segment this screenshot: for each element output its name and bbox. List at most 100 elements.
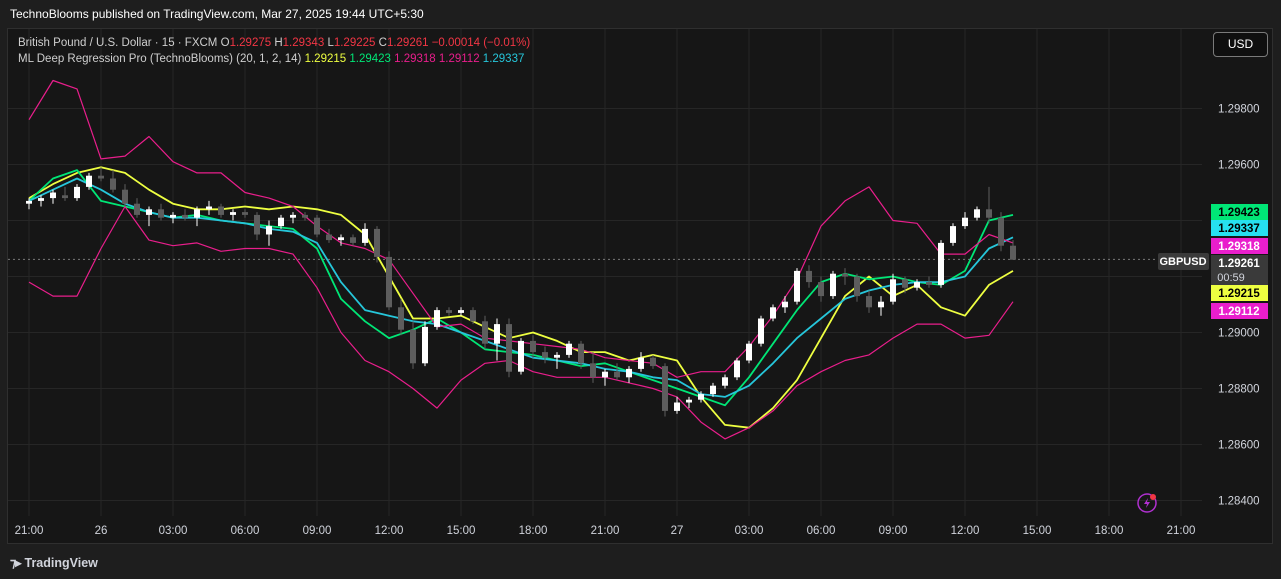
candles xyxy=(26,167,1016,417)
candle-body xyxy=(146,209,152,215)
price-label-bg xyxy=(1211,285,1268,301)
low-value: 1.29225 xyxy=(333,37,376,49)
candle-body xyxy=(794,270,800,302)
last-price-label xyxy=(1211,255,1268,285)
candle-body xyxy=(134,203,140,215)
candle-body xyxy=(206,206,212,210)
candle-body xyxy=(938,242,944,285)
price-scale-labels: 1.29423 1.29337 1.29318 1.29261 00:59 GBPUSD 1… xyxy=(1158,204,1268,319)
candle-body xyxy=(554,354,560,358)
candle-body xyxy=(998,217,1004,246)
indicator-line xyxy=(28,205,1014,440)
candle-body xyxy=(614,371,620,378)
candle-body xyxy=(266,226,272,235)
indicator-value: 1.29318 xyxy=(390,53,436,65)
candle-body xyxy=(806,270,812,283)
candle-body xyxy=(242,212,248,215)
x-tick-label: 26 xyxy=(95,525,108,537)
x-tick-label: 09:00 xyxy=(879,525,908,537)
chart-frame[interactable] xyxy=(7,28,1273,544)
y-tick-label: 1.29800 xyxy=(1218,104,1260,116)
price-label-bg xyxy=(1211,303,1268,319)
tradingview-brand: TradingView xyxy=(24,556,98,570)
tradingview-logo[interactable]: ⁊▸ TradingView xyxy=(10,555,98,570)
candle-body xyxy=(38,198,44,201)
candle-body xyxy=(758,318,764,344)
price-label-bg xyxy=(1211,238,1268,254)
indicator-value: 1.29337 xyxy=(479,53,525,65)
x-tick-label: 21:00 xyxy=(15,525,44,537)
candle-body xyxy=(1010,245,1016,260)
chart-legend: British Pound / U.S. Dollar · 15 · FXCM … xyxy=(18,35,530,67)
price-label-value: 1.29112 xyxy=(1219,306,1260,318)
x-tick-label: 18:00 xyxy=(1095,525,1124,537)
price-label-value: 1.29215 xyxy=(1218,288,1260,300)
candle-body xyxy=(470,310,476,322)
candle-body xyxy=(626,368,632,378)
candle-body xyxy=(410,329,416,364)
x-tick-label: 03:00 xyxy=(159,525,188,537)
countdown-label: 00:59 xyxy=(1217,272,1245,284)
candle-body xyxy=(926,282,932,285)
candle-body xyxy=(170,214,176,218)
candle-body xyxy=(866,296,872,308)
close-label: C xyxy=(378,37,387,49)
candle-body xyxy=(446,310,452,313)
time-axis: 21:00 26 03:00 06:00 09:00 12:00 15:00 18:00 21:… xyxy=(15,525,1196,537)
candle-body xyxy=(218,206,224,215)
indicator-value: 1.29112 xyxy=(435,53,480,65)
indicator-line xyxy=(28,166,1014,429)
price-label-value: 1.29423 xyxy=(1218,207,1260,219)
candle-body xyxy=(782,301,788,308)
candle-body xyxy=(26,200,32,204)
low-label: L xyxy=(327,37,334,49)
candle-body xyxy=(194,209,200,218)
x-tick-label: 03:00 xyxy=(735,525,764,537)
change-value: −0.00014 (−0.01%) xyxy=(431,37,531,49)
candle-body xyxy=(98,175,104,179)
x-tick-label: 12:00 xyxy=(951,525,980,537)
candle-body xyxy=(182,214,188,218)
candle-body xyxy=(482,321,488,344)
candle-body xyxy=(254,214,260,235)
candle-body xyxy=(158,209,164,218)
x-tick-label: 21:00 xyxy=(591,525,620,537)
candle-body xyxy=(326,234,332,241)
candle-body xyxy=(602,371,608,378)
candle-body xyxy=(122,189,128,204)
candle-body xyxy=(842,273,848,277)
candle-body xyxy=(542,352,548,358)
symbol-row: British Pound / U.S. Dollar · 15 · FXCM … xyxy=(18,35,530,51)
candle-body xyxy=(578,343,584,364)
candle-body xyxy=(62,195,68,199)
candle-body xyxy=(350,237,356,243)
tradingview-mark-icon: ⁊▸ xyxy=(10,556,21,570)
x-tick-label: 06:00 xyxy=(807,525,836,537)
currency-button[interactable]: USD xyxy=(1213,32,1268,57)
candle-body xyxy=(386,256,392,308)
candle-body xyxy=(890,279,896,302)
y-tick-label: 1.28600 xyxy=(1218,440,1260,452)
indicator-values: 1.29215 1.29423 1.29318 1.29112 1.29337 xyxy=(305,53,525,65)
candle-body xyxy=(50,192,56,199)
symbol-tag xyxy=(1158,253,1209,270)
indicator-value: 1.29215 xyxy=(304,53,347,65)
candle-body xyxy=(458,310,464,313)
candle-body xyxy=(314,217,320,235)
candle-body xyxy=(734,360,740,378)
candle-body xyxy=(638,357,644,369)
price-label-value: 1.29318 xyxy=(1218,241,1260,253)
candle-body xyxy=(494,324,500,344)
x-tick-label: 15:00 xyxy=(447,525,476,537)
symbol-description: British Pound / U.S. Dollar · 15 · FXCM xyxy=(18,37,218,49)
y-tick-label: 1.28400 xyxy=(1218,496,1260,508)
candle-body xyxy=(710,385,716,395)
candle-body xyxy=(278,217,284,227)
alert-icon[interactable] xyxy=(1137,493,1157,513)
candle-body xyxy=(974,209,980,218)
x-tick-label: 15:00 xyxy=(1023,525,1052,537)
candle-body xyxy=(698,394,704,400)
candle-body xyxy=(434,310,440,327)
candle-body xyxy=(566,343,572,355)
